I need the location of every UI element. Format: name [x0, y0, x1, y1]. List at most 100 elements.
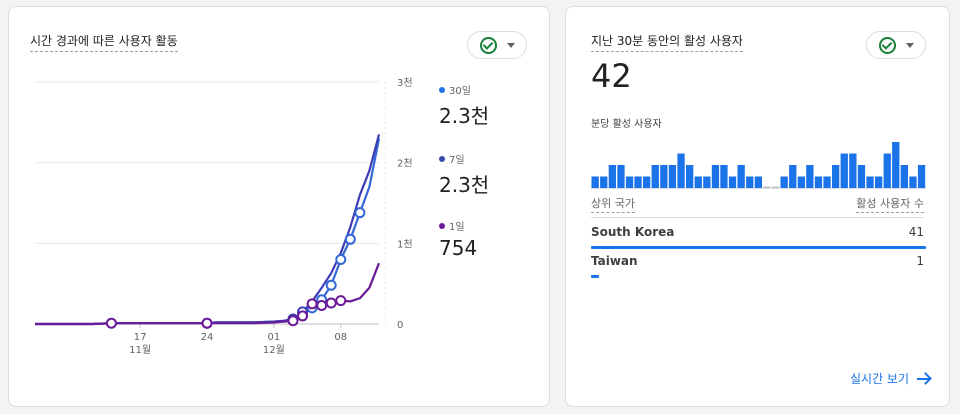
realtime-users-card: 지난 30분 동안의 활성 사용자 42 분당 활성 사용자 상위 국가 활성 …	[565, 6, 950, 407]
check-circle-icon	[878, 36, 896, 54]
minute-bar	[892, 142, 900, 188]
realtime-users-title[interactable]: 지난 30분 동안의 활성 사용자	[591, 32, 743, 52]
top-country-header[interactable]: 상위 국가	[591, 195, 635, 213]
caret-down-icon	[905, 42, 914, 48]
legend-label-7d: 7일	[449, 155, 465, 166]
realtime-dropdown[interactable]	[866, 31, 926, 59]
minute-bar	[909, 176, 917, 188]
legend-dot-30d	[439, 86, 445, 93]
minute-bar	[686, 165, 694, 188]
minute-bar	[660, 165, 668, 188]
series-point-2	[335, 295, 347, 307]
minute-bar	[771, 186, 780, 188]
y-tick-label: 0	[397, 320, 403, 331]
country-value: 41	[908, 225, 924, 239]
arrow-right-icon	[917, 373, 931, 385]
series-line-0	[35, 138, 381, 326]
comparison-dropdown[interactable]	[467, 31, 527, 59]
minute-bar	[746, 176, 754, 188]
series-point-2	[306, 298, 318, 310]
table-row[interactable]: South Korea 41	[591, 225, 926, 253]
active-users-header[interactable]: 활성 사용자 수	[856, 195, 924, 213]
minute-bar	[625, 176, 634, 188]
series-point-2	[325, 297, 337, 309]
country-name: Taiwan	[591, 254, 638, 268]
legend-7d: 7일 2.3천	[439, 151, 489, 198]
series-point-0	[325, 279, 337, 291]
series-point-2	[297, 310, 309, 322]
legend-label-30d: 30일	[449, 86, 471, 97]
table-row[interactable]: Taiwan 1	[591, 254, 924, 282]
legend-value-7d: 2.3천	[439, 173, 490, 197]
country-name: South Korea	[591, 225, 675, 239]
series-point-0	[335, 253, 347, 265]
series-point-0	[344, 233, 356, 245]
x-tick-label: 01	[268, 332, 281, 343]
minute-bar	[694, 176, 702, 188]
minute-bar	[703, 176, 711, 188]
x-tick-label: 24	[201, 332, 214, 343]
minute-bar	[591, 176, 599, 188]
minute-bar	[840, 153, 848, 188]
minute-bar	[754, 176, 762, 188]
legend-value-30d: 2.3천	[439, 104, 490, 128]
legend-label-1d: 1일	[449, 222, 465, 233]
country-share-bar	[591, 275, 599, 278]
minute-bar	[634, 176, 642, 188]
legend-1d: 1일 754	[439, 218, 477, 260]
minute-bar	[823, 176, 831, 188]
series-line-2	[35, 262, 381, 326]
series-point-2	[201, 317, 213, 329]
minute-bar	[806, 165, 814, 188]
view-realtime-label: 실시간 보기	[849, 372, 909, 386]
x-tick-month-label: 12월	[263, 344, 285, 356]
minute-bar	[900, 165, 908, 188]
x-tick-month-label: 11월	[129, 344, 151, 356]
active-user-count: 42	[591, 57, 632, 95]
minute-bar	[789, 165, 797, 188]
country-value: 1	[916, 254, 924, 268]
legend-dot-7d	[439, 155, 445, 162]
minute-bar	[617, 165, 625, 188]
minute-bar	[651, 165, 659, 188]
minute-bar	[643, 176, 651, 188]
caret-down-icon	[506, 42, 515, 48]
minute-bar	[797, 176, 805, 188]
per-minute-bar-chart	[591, 142, 926, 189]
minute-bar	[832, 165, 840, 188]
per-minute-label: 분당 활성 사용자	[591, 119, 662, 130]
minute-bar	[728, 176, 737, 188]
minute-bar	[849, 153, 857, 188]
minute-bar	[737, 165, 745, 188]
minute-bar	[668, 165, 677, 188]
table-divider	[591, 217, 924, 218]
series-point-2	[287, 315, 299, 327]
series-point-2	[316, 299, 328, 311]
minute-bar	[875, 176, 883, 188]
user-activity-card: 시간 경과에 따른 사용자 활동 3천 2천 1천 0 17 11월 24 01 12월 08 3…	[8, 6, 550, 407]
series-point-2	[105, 317, 117, 329]
minute-bar	[600, 176, 608, 188]
minute-bar	[814, 176, 823, 188]
minute-bar	[917, 165, 926, 188]
y-tick-label: 3천	[397, 77, 413, 89]
check-circle-icon	[479, 36, 497, 54]
minute-bar	[866, 176, 874, 188]
x-tick-label: 17	[134, 332, 147, 343]
minute-bar	[720, 165, 728, 188]
minute-bar	[883, 153, 891, 188]
minute-bar	[677, 153, 685, 188]
x-tick-label: 08	[334, 332, 347, 343]
minute-bar	[857, 165, 866, 188]
minute-bar	[711, 165, 720, 188]
y-tick-label: 1천	[397, 238, 413, 250]
series-point-0	[354, 207, 366, 219]
legend-30d: 30일 2.3천	[439, 82, 489, 129]
user-activity-title[interactable]: 시간 경과에 따른 사용자 활동	[30, 32, 178, 52]
minute-bar	[763, 186, 771, 188]
view-realtime-link[interactable]: 실시간 보기	[850, 370, 931, 387]
legend-dot-1d	[439, 222, 445, 229]
y-tick-label: 2천	[397, 158, 413, 170]
minute-bar	[780, 176, 788, 188]
